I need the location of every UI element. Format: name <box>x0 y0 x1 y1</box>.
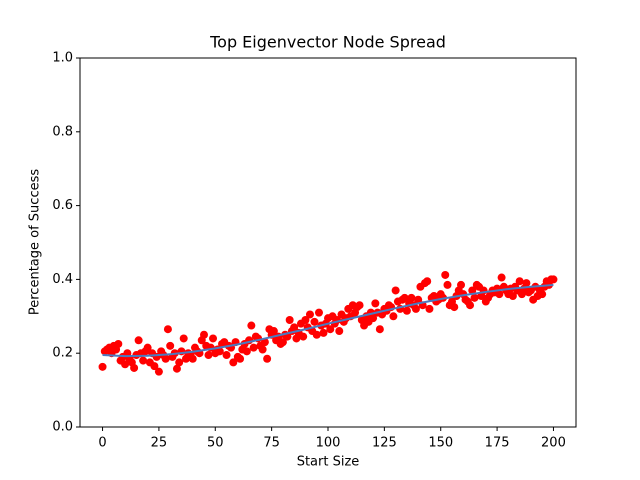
data-point <box>215 347 224 356</box>
data-point <box>154 367 163 376</box>
data-point <box>290 323 299 332</box>
data-point <box>143 343 152 352</box>
x-tick-label: 150 <box>428 436 453 451</box>
data-point <box>355 301 364 310</box>
data-point <box>538 290 547 299</box>
data-point <box>121 360 130 369</box>
data-point <box>407 293 416 302</box>
data-point <box>522 279 531 288</box>
data-point <box>263 354 272 363</box>
data-point <box>247 321 256 330</box>
x-tick-label: 125 <box>372 436 397 451</box>
x-axis-label: Start Size <box>297 455 360 470</box>
y-tick-label: 1.0 <box>52 51 73 66</box>
data-point <box>414 295 423 304</box>
x-tick-label: 25 <box>151 436 168 451</box>
data-point <box>299 332 308 341</box>
x-tick-label: 100 <box>316 436 341 451</box>
y-axis-label: Percentage of Success <box>28 169 43 315</box>
data-point <box>326 325 335 334</box>
data-point <box>443 280 452 289</box>
data-point <box>450 303 459 312</box>
data-point <box>310 317 319 326</box>
data-point <box>423 277 432 286</box>
data-point <box>470 293 479 302</box>
data-point <box>172 364 181 373</box>
data-point <box>425 304 434 313</box>
fit-line <box>102 283 554 358</box>
data-point <box>150 362 159 371</box>
data-point <box>441 270 450 279</box>
data-point <box>391 286 400 295</box>
data-point <box>161 354 170 363</box>
data-point <box>98 362 107 371</box>
data-point <box>114 339 123 348</box>
data-point <box>258 345 267 354</box>
data-point <box>236 354 245 363</box>
data-point <box>269 327 278 336</box>
data-point <box>285 315 294 324</box>
data-point <box>166 341 175 350</box>
data-point <box>466 301 475 310</box>
data-point <box>549 275 558 284</box>
x-tick-label: 200 <box>541 436 566 451</box>
plot-frame <box>79 57 577 428</box>
data-point <box>209 334 218 343</box>
data-point <box>515 277 524 286</box>
data-point <box>175 358 184 367</box>
data-point <box>134 336 143 345</box>
data-point <box>495 290 504 299</box>
y-tick-label: 0.4 <box>52 272 73 287</box>
data-point <box>188 354 197 363</box>
data-point <box>369 314 378 323</box>
data-point <box>389 312 398 321</box>
data-point <box>400 293 409 302</box>
data-point <box>278 338 287 347</box>
data-point <box>301 315 310 324</box>
y-tick-label: 0.0 <box>52 420 73 435</box>
data-point <box>305 310 314 319</box>
data-point <box>242 347 251 356</box>
chart-title: Top Eigenvector Node Spread <box>209 33 446 52</box>
data-point <box>371 299 380 308</box>
data-point <box>204 351 213 360</box>
data-point <box>130 363 139 372</box>
x-tick-label: 175 <box>485 436 510 451</box>
data-point <box>314 308 323 317</box>
data-point <box>222 351 231 360</box>
data-point <box>457 280 466 289</box>
data-point <box>402 306 411 315</box>
data-point <box>179 334 188 343</box>
x-tick-label: 0 <box>98 436 106 451</box>
y-tick-label: 0.8 <box>52 124 73 139</box>
data-point <box>508 292 517 301</box>
data-point <box>200 330 208 339</box>
data-point <box>312 330 321 339</box>
data-point <box>249 343 258 352</box>
data-point <box>163 325 172 334</box>
x-tick-label: 50 <box>207 436 224 451</box>
data-point <box>497 273 506 282</box>
data-point <box>335 327 344 336</box>
data-point <box>229 358 238 367</box>
data-point <box>411 304 420 313</box>
data-point <box>319 328 328 337</box>
data-point <box>260 338 269 347</box>
data-point <box>468 286 477 295</box>
x-tick-label: 75 <box>263 436 280 451</box>
data-point <box>375 325 384 334</box>
y-tick-label: 0.6 <box>52 198 73 213</box>
data-point <box>139 356 148 365</box>
y-tick-label: 0.2 <box>52 346 73 361</box>
